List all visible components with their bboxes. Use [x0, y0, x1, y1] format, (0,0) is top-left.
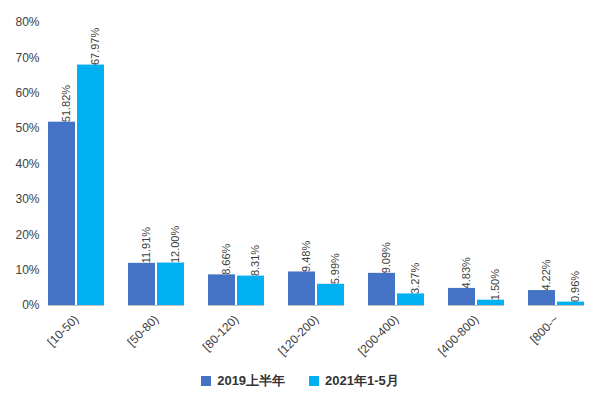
svg-text:[800-~: [800-~ — [527, 312, 561, 346]
svg-text:[200-400): [200-400) — [355, 312, 401, 358]
svg-text:[400-800): [400-800) — [435, 312, 481, 358]
svg-text:12.00%: 12.00% — [169, 226, 181, 264]
svg-text:60%: 60% — [15, 86, 39, 100]
svg-text:9.09%: 9.09% — [380, 242, 392, 273]
svg-text:0.96%: 0.96% — [569, 271, 581, 302]
svg-text:80%: 80% — [15, 15, 39, 29]
svg-text:9.48%: 9.48% — [300, 241, 312, 272]
svg-text:[80-120): [80-120) — [200, 312, 242, 354]
svg-text:[50-80): [50-80) — [125, 312, 162, 349]
svg-text:4.22%: 4.22% — [540, 259, 552, 290]
svg-text:0%: 0% — [22, 298, 40, 312]
svg-text:[10-50): [10-50) — [45, 312, 82, 349]
svg-text:4.83%: 4.83% — [460, 257, 472, 288]
svg-text:30%: 30% — [15, 192, 39, 206]
svg-text:5.99%: 5.99% — [329, 253, 341, 284]
svg-text:[120-200): [120-200) — [275, 312, 321, 358]
svg-text:3.27%: 3.27% — [409, 263, 421, 294]
svg-text:67.97%: 67.97% — [89, 28, 101, 66]
svg-text:1.50%: 1.50% — [489, 269, 501, 300]
svg-text:40%: 40% — [15, 157, 39, 171]
svg-text:50%: 50% — [15, 121, 39, 135]
svg-text:10%: 10% — [15, 263, 39, 277]
svg-text:8.31%: 8.31% — [249, 245, 261, 276]
svg-text:20%: 20% — [15, 228, 39, 242]
svg-text:11.91%: 11.91% — [140, 227, 152, 264]
html-text:2019上半年: 2019上半年 — [217, 373, 286, 388]
svg-text:70%: 70% — [15, 51, 39, 65]
svg-text:51.82%: 51.82% — [60, 85, 72, 123]
html-text:2021年1-5月: 2021年1-5月 — [325, 373, 399, 388]
svg-text:8.66%: 8.66% — [220, 243, 232, 274]
